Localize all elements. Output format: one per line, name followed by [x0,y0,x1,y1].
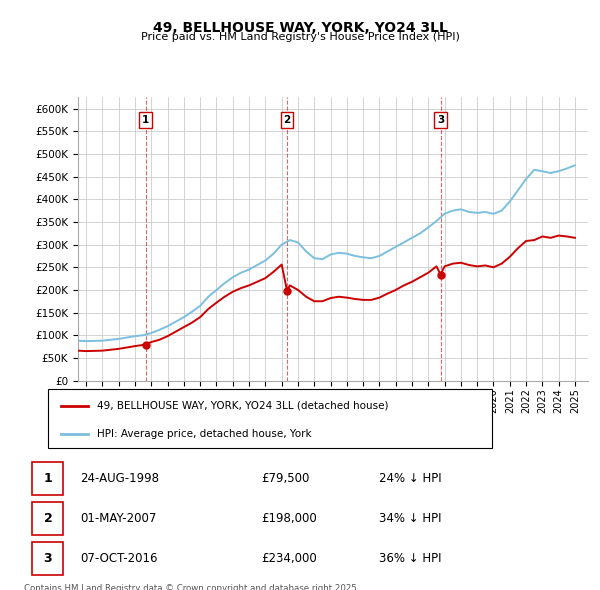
Text: 24% ↓ HPI: 24% ↓ HPI [379,472,442,485]
Text: 49, BELLHOUSE WAY, YORK, YO24 3LL: 49, BELLHOUSE WAY, YORK, YO24 3LL [152,21,448,35]
Text: 01-MAY-2007: 01-MAY-2007 [80,512,157,525]
Text: Price paid vs. HM Land Registry's House Price Index (HPI): Price paid vs. HM Land Registry's House … [140,32,460,42]
Text: £79,500: £79,500 [261,472,309,485]
Bar [32,462,64,495]
Text: 1: 1 [142,115,149,125]
Text: HPI: Average price, detached house, York: HPI: Average price, detached house, York [97,429,311,438]
Text: 2: 2 [283,115,290,125]
Text: £198,000: £198,000 [261,512,317,525]
Bar [32,502,64,535]
Text: 36% ↓ HPI: 36% ↓ HPI [379,552,442,565]
Text: 34% ↓ HPI: 34% ↓ HPI [379,512,442,525]
Text: 24-AUG-1998: 24-AUG-1998 [80,472,160,485]
Text: 07-OCT-2016: 07-OCT-2016 [80,552,158,565]
Text: Contains HM Land Registry data © Crown copyright and database right 2025.: Contains HM Land Registry data © Crown c… [24,584,359,590]
Text: 49, BELLHOUSE WAY, YORK, YO24 3LL (detached house): 49, BELLHOUSE WAY, YORK, YO24 3LL (detac… [97,401,388,411]
Bar [32,542,64,575]
Text: £234,000: £234,000 [261,552,317,565]
Text: 2: 2 [44,512,52,525]
Text: 3: 3 [44,552,52,565]
Text: 3: 3 [437,115,444,125]
Text: 1: 1 [44,472,52,485]
